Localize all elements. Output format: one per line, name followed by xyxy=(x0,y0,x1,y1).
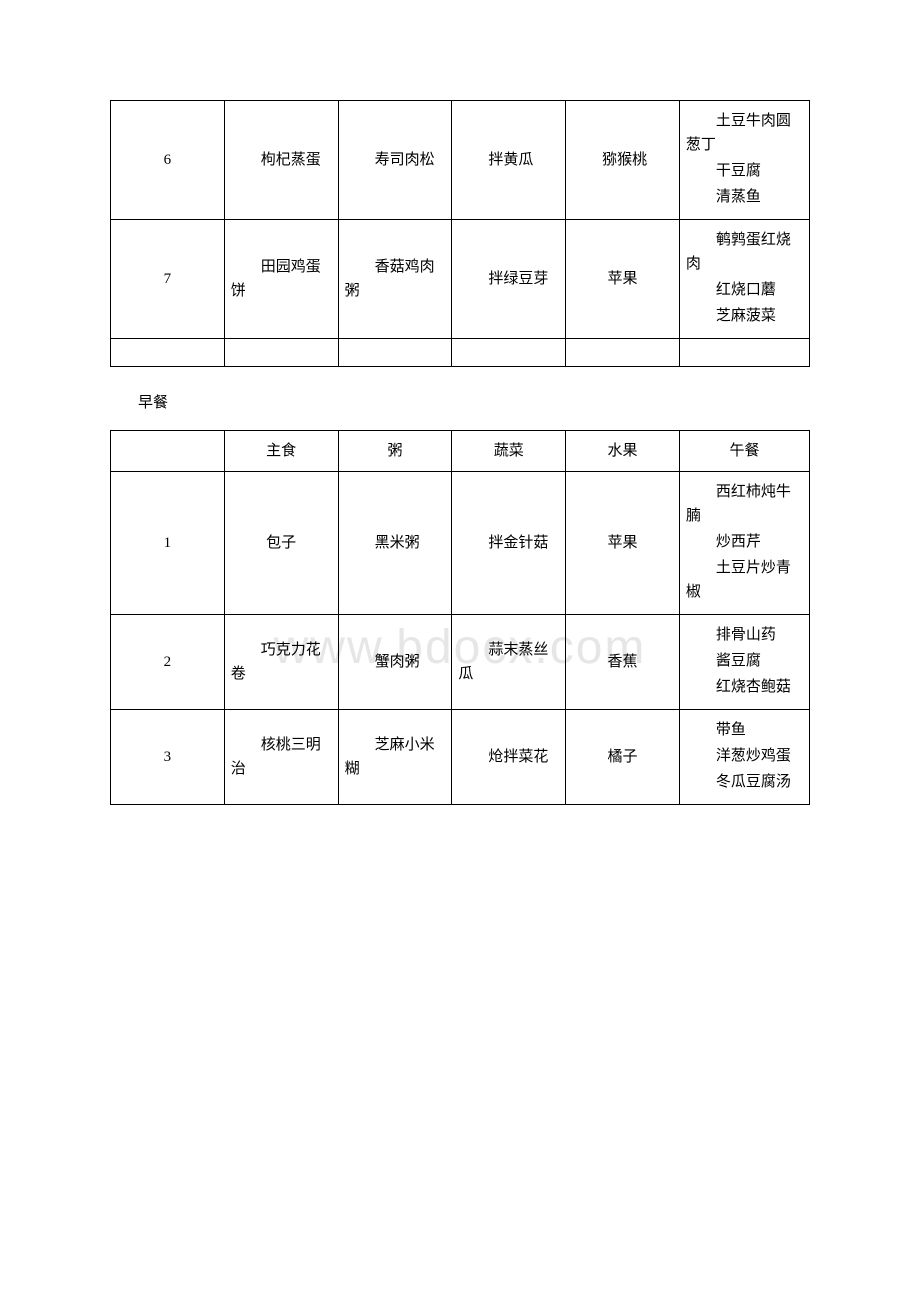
cell-porridge: 黑米粥 xyxy=(338,472,452,615)
header-cell: 蔬菜 xyxy=(452,431,566,472)
cell-num: 2 xyxy=(111,615,225,710)
cell-main: 枸杞蒸蛋 xyxy=(224,101,338,220)
cell-lunch: 鹌鹑蛋红烧肉 红烧口蘑 芝麻菠菜 xyxy=(679,220,809,339)
cell-veg: 拌金针菇 xyxy=(452,472,566,615)
cell-fruit: 苹果 xyxy=(566,472,680,615)
cell-main: 田园鸡蛋饼 xyxy=(224,220,338,339)
cell-porridge: 蟹肉粥 xyxy=(338,615,452,710)
cell-fruit: 橘子 xyxy=(566,710,680,805)
cell-veg: 拌绿豆芽 xyxy=(452,220,566,339)
cell-num: 3 xyxy=(111,710,225,805)
table-row: 2 巧克力花卷 蟹肉粥 蒜末蒸丝瓜 香蕉 排骨山药 酱豆腐 红烧杏鲍菇 xyxy=(111,615,810,710)
meal-table-1: 6 枸杞蒸蛋 寿司肉松 拌黄瓜 猕猴桃 土豆牛肉圆葱丁 干豆腐 清蒸鱼 7 田园… xyxy=(110,100,810,367)
header-cell: 午餐 xyxy=(679,431,809,472)
cell-empty xyxy=(566,339,680,367)
meal-table-2: 主食 粥 蔬菜 水果 午餐 1 包子 黑米粥 拌金针菇 苹果 西红柿炖牛腩 炒西… xyxy=(110,430,810,805)
cell-fruit: 猕猴桃 xyxy=(566,101,680,220)
table-row-empty xyxy=(111,339,810,367)
cell-veg: 炝拌菜花 xyxy=(452,710,566,805)
cell-empty xyxy=(338,339,452,367)
cell-porridge: 寿司肉松 xyxy=(338,101,452,220)
cell-main: 包子 xyxy=(224,472,338,615)
cell-main: 巧克力花卷 xyxy=(224,615,338,710)
cell-empty xyxy=(679,339,809,367)
cell-num: 1 xyxy=(111,472,225,615)
cell-lunch: 排骨山药 酱豆腐 红烧杏鲍菇 xyxy=(679,615,809,710)
cell-lunch: 土豆牛肉圆葱丁 干豆腐 清蒸鱼 xyxy=(679,101,809,220)
section-label: 早餐 xyxy=(138,391,810,412)
cell-fruit: 香蕉 xyxy=(566,615,680,710)
cell-fruit: 苹果 xyxy=(566,220,680,339)
cell-num: 7 xyxy=(111,220,225,339)
cell-num: 6 xyxy=(111,101,225,220)
cell-porridge: 香菇鸡肉粥 xyxy=(338,220,452,339)
table-row: 3 核桃三明治 芝麻小米糊 炝拌菜花 橘子 带鱼 洋葱炒鸡蛋 冬瓜豆腐汤 xyxy=(111,710,810,805)
cell-porridge: 芝麻小米糊 xyxy=(338,710,452,805)
cell-empty xyxy=(224,339,338,367)
table-row: 1 包子 黑米粥 拌金针菇 苹果 西红柿炖牛腩 炒西芹 土豆片炒青椒 xyxy=(111,472,810,615)
cell-lunch: 西红柿炖牛腩 炒西芹 土豆片炒青椒 xyxy=(679,472,809,615)
cell-empty xyxy=(452,339,566,367)
header-cell: 主食 xyxy=(224,431,338,472)
cell-lunch: 带鱼 洋葱炒鸡蛋 冬瓜豆腐汤 xyxy=(679,710,809,805)
cell-empty xyxy=(111,339,225,367)
header-cell xyxy=(111,431,225,472)
cell-main: 核桃三明治 xyxy=(224,710,338,805)
header-cell: 粥 xyxy=(338,431,452,472)
table-row: 7 田园鸡蛋饼 香菇鸡肉粥 拌绿豆芽 苹果 鹌鹑蛋红烧肉 红烧口蘑 芝麻菠菜 xyxy=(111,220,810,339)
table-header-row: 主食 粥 蔬菜 水果 午餐 xyxy=(111,431,810,472)
table-row: 6 枸杞蒸蛋 寿司肉松 拌黄瓜 猕猴桃 土豆牛肉圆葱丁 干豆腐 清蒸鱼 xyxy=(111,101,810,220)
header-cell: 水果 xyxy=(566,431,680,472)
cell-veg: 蒜末蒸丝瓜 xyxy=(452,615,566,710)
cell-veg: 拌黄瓜 xyxy=(452,101,566,220)
